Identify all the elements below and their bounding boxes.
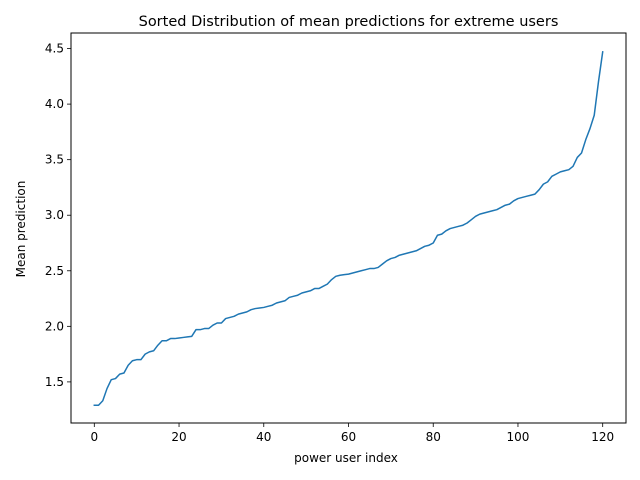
y-tick-label: 3.5 (45, 153, 64, 167)
x-tick-label: 60 (341, 430, 356, 444)
x-tick-label: 20 (171, 430, 186, 444)
series-line (93, 51, 604, 406)
y-tick-label: 4.0 (45, 97, 64, 111)
y-tick-label: 4.5 (45, 42, 64, 56)
x-tick-label: 80 (426, 430, 441, 444)
x-tick-label: 0 (90, 430, 98, 444)
chart-title: Sorted Distribution of mean predictions … (139, 14, 559, 30)
y-tick-label: 2.0 (45, 319, 64, 333)
plot-area (93, 51, 604, 406)
x-tick-label: 120 (591, 430, 614, 444)
x-axis-label: power user index (294, 451, 398, 465)
y-tick-label: 3.0 (45, 208, 64, 222)
x-tick-label: 40 (256, 430, 271, 444)
x-tick-label: 100 (507, 430, 530, 444)
y-tick-label: 1.5 (45, 375, 64, 389)
y-tick-label: 2.5 (45, 264, 64, 278)
y-axis-label: Mean prediction (14, 181, 28, 278)
y-axis: 1.5 2.0 2.5 3.0 3.5 4.0 4.5 (45, 42, 71, 389)
x-axis: 0 20 40 60 80 100 120 (90, 423, 614, 444)
